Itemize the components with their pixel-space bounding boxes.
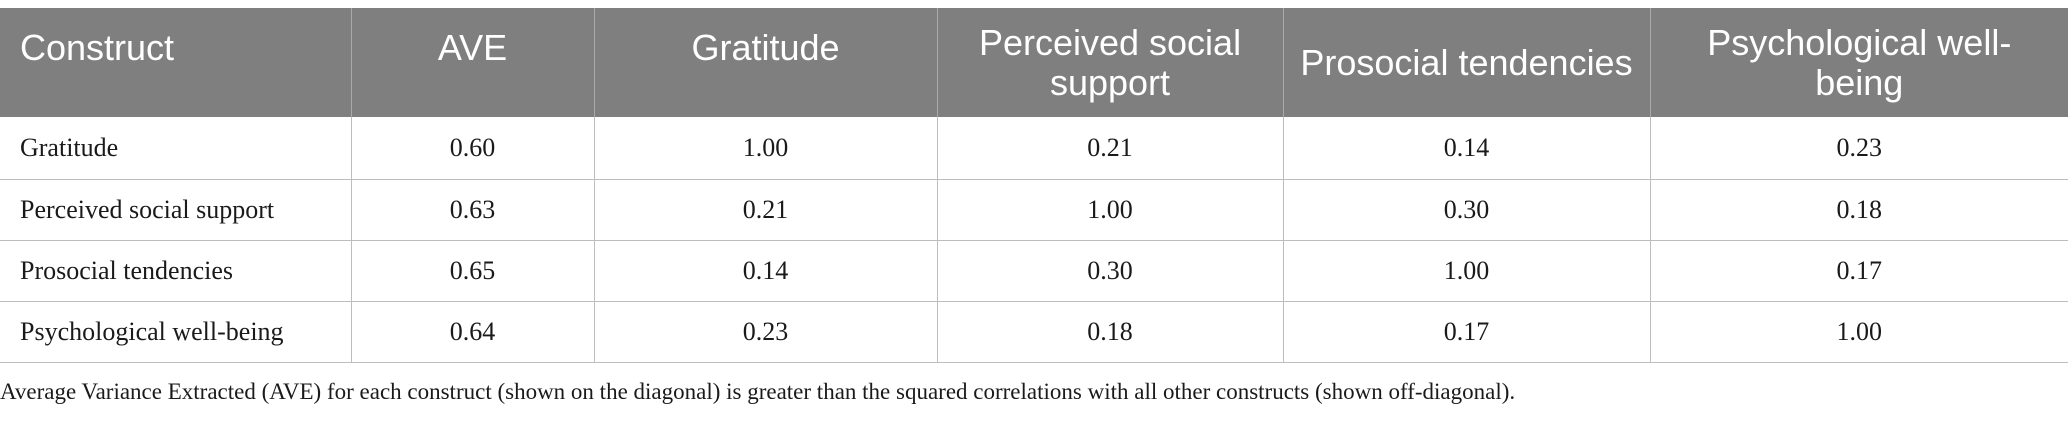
cell-perceived-social-support: 0.18 xyxy=(937,301,1284,363)
cell-gratitude: 0.14 xyxy=(594,240,938,302)
cell-psychological-well-being: 0.23 xyxy=(1650,117,2068,180)
table-row: Prosocial tendencies 0.65 0.14 0.30 1.00… xyxy=(0,240,2068,302)
header-ave: AVE xyxy=(351,8,595,117)
cell-prosocial-tendencies: 0.17 xyxy=(1283,301,1651,363)
header-row: Construct AVE Gratitude Perceived social… xyxy=(0,8,2068,117)
header-gratitude: Gratitude xyxy=(594,8,938,117)
row-label: Gratitude xyxy=(0,117,352,180)
header-psychological-well-being: Psychological well-being xyxy=(1650,8,2068,117)
row-label: Psychological well-being xyxy=(0,301,352,363)
cell-ave: 0.63 xyxy=(351,179,595,241)
cell-gratitude: 0.23 xyxy=(594,301,938,363)
cell-perceived-social-support: 1.00 xyxy=(937,179,1284,241)
ave-correlation-table: Construct AVE Gratitude Perceived social… xyxy=(0,8,2068,363)
cell-gratitude: 0.21 xyxy=(594,179,938,241)
header-prosocial-tendencies: Prosocial tendencies xyxy=(1283,8,1651,117)
cell-gratitude: 1.00 xyxy=(594,117,938,180)
ave-table-container: Construct AVE Gratitude Perceived social… xyxy=(0,8,2068,363)
cell-ave: 0.65 xyxy=(351,240,595,302)
table-row: Psychological well-being 0.64 0.23 0.18 … xyxy=(0,301,2068,363)
header-construct: Construct xyxy=(0,8,352,117)
cell-ave: 0.64 xyxy=(351,301,595,363)
cell-prosocial-tendencies: 1.00 xyxy=(1283,240,1651,302)
header-perceived-social-support: Perceived social support xyxy=(937,8,1284,117)
cell-perceived-social-support: 0.21 xyxy=(937,117,1284,180)
table-row: Gratitude 0.60 1.00 0.21 0.14 0.23 xyxy=(0,117,2068,180)
cell-psychological-well-being: 1.00 xyxy=(1650,301,2068,363)
cell-perceived-social-support: 0.30 xyxy=(937,240,1284,302)
cell-prosocial-tendencies: 0.14 xyxy=(1283,117,1651,180)
cell-psychological-well-being: 0.18 xyxy=(1650,179,2068,241)
cell-prosocial-tendencies: 0.30 xyxy=(1283,179,1651,241)
row-label: Prosocial tendencies xyxy=(0,240,352,302)
cell-ave: 0.60 xyxy=(351,117,595,180)
row-label: Perceived social support xyxy=(0,179,352,241)
table-footnote: Average Variance Extracted (AVE) for eac… xyxy=(0,379,1516,404)
table-row: Perceived social support 0.63 0.21 1.00 … xyxy=(0,179,2068,241)
cell-psychological-well-being: 0.17 xyxy=(1650,240,2068,302)
